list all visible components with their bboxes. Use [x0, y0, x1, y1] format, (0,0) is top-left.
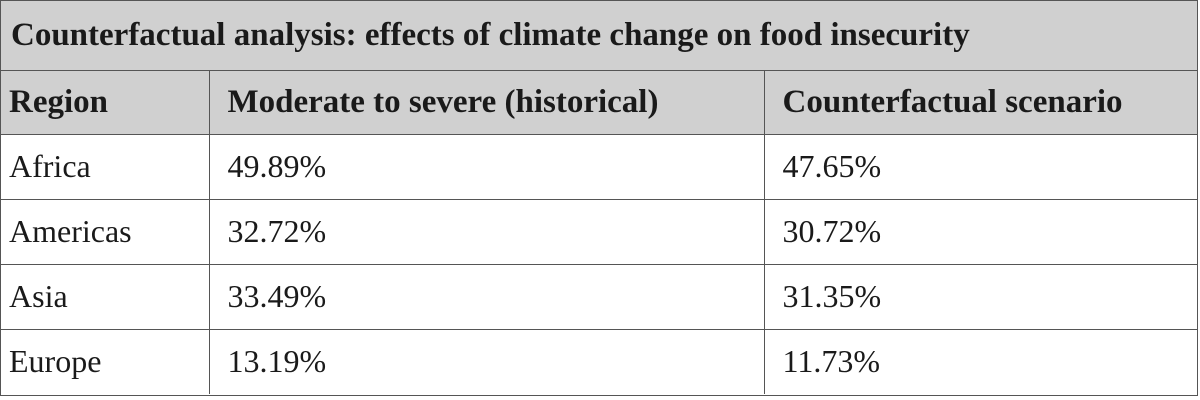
table-caption: Counterfactual analysis: effects of clim…: [1, 1, 1197, 71]
table-row: Africa 49.89% 47.65%: [1, 134, 1197, 200]
counterfactual-cell: 31.35%: [764, 264, 1197, 330]
table-row: Americas 32.72% 30.72%: [1, 199, 1197, 265]
column-header-counterfactual: Counterfactual scenario: [764, 71, 1197, 135]
region-cell: Africa: [1, 134, 210, 200]
header-row: Region Moderate to severe (historical) C…: [1, 71, 1197, 135]
historical-cell: 32.72%: [209, 199, 765, 265]
counterfactual-cell: 11.73%: [782, 343, 880, 380]
column-header-region: Region: [1, 71, 210, 135]
region-cell: Americas: [1, 199, 210, 265]
historical-cell: 49.89%: [209, 134, 765, 200]
column-header-historical: Moderate to severe (historical): [209, 71, 765, 135]
historical-cell: 13.19%: [209, 329, 765, 394]
counterfactual-cell: 47.65%: [764, 134, 1197, 200]
counterfactual-cell: 30.72%: [764, 199, 1197, 265]
region-cell: Asia: [1, 264, 210, 330]
table-row: Asia 33.49% 31.35%: [1, 264, 1197, 330]
region-cell: Europe: [1, 329, 210, 394]
food-insecurity-table: Region Moderate to severe (historical) C…: [1, 71, 1197, 394]
historical-cell: 33.49%: [209, 264, 765, 330]
table-row: Europe 13.19% 11.73%: [1, 329, 1197, 394]
